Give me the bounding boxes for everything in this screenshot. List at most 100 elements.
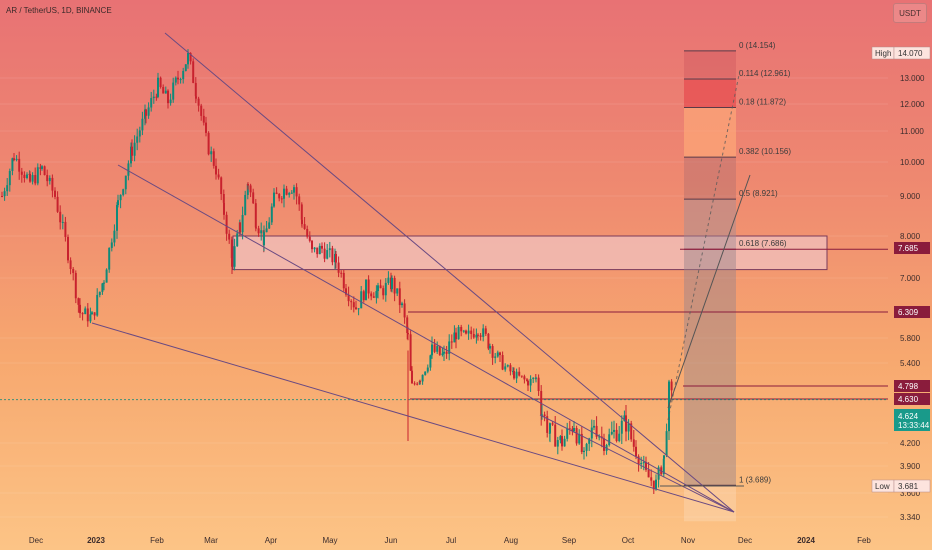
candle[interactable] [116,205,118,231]
candle[interactable] [11,158,14,171]
candle[interactable] [506,365,509,367]
candle[interactable] [520,375,523,377]
trend-line[interactable] [164,32,735,513]
candle[interactable] [239,222,241,233]
candle[interactable] [101,283,104,292]
candle[interactable] [455,332,457,340]
candle[interactable] [535,377,537,379]
candle[interactable] [61,221,64,223]
candle[interactable] [573,428,575,432]
candle[interactable] [244,194,247,216]
candle[interactable] [337,262,340,273]
candle[interactable] [652,480,655,490]
candle[interactable] [326,250,329,259]
candle[interactable] [192,61,195,83]
candle[interactable] [419,380,421,382]
candle[interactable] [665,431,668,456]
candle[interactable] [549,423,551,433]
candle[interactable] [663,455,665,459]
candle[interactable] [568,428,571,430]
candle[interactable] [252,192,255,204]
candle[interactable] [212,151,215,166]
candle[interactable] [662,458,665,475]
candle[interactable] [331,248,334,263]
candle[interactable] [450,341,453,343]
candle[interactable] [295,187,298,197]
candle[interactable] [74,272,77,299]
trend-line[interactable] [539,414,735,513]
candle[interactable] [357,308,360,310]
price-tag-box[interactable] [894,393,930,405]
candle[interactable] [426,367,429,372]
candle[interactable] [637,456,640,465]
candle[interactable] [189,53,192,62]
candle[interactable] [543,414,546,417]
candle[interactable] [93,312,96,316]
candle[interactable] [559,436,562,441]
candle[interactable] [20,171,23,175]
candle[interactable] [650,477,653,481]
candle[interactable] [655,479,657,490]
candle[interactable] [29,173,31,182]
candle[interactable] [157,77,159,97]
candle[interactable] [64,221,67,237]
candle[interactable] [131,146,133,156]
candle[interactable] [41,166,43,169]
candle[interactable] [202,115,205,123]
candle[interactable] [416,383,419,385]
candle[interactable] [174,77,177,83]
candle[interactable] [445,351,448,354]
candle[interactable] [571,428,574,432]
candle[interactable] [515,371,518,379]
candle[interactable] [155,96,158,98]
candle[interactable] [647,469,650,478]
candle[interactable] [625,415,627,432]
candle[interactable] [352,302,355,308]
candle[interactable] [523,376,526,380]
candle[interactable] [59,211,62,223]
candle[interactable] [367,279,370,294]
candle[interactable] [152,96,155,99]
candle[interactable] [345,288,347,295]
candle[interactable] [268,222,271,229]
candle[interactable] [110,242,113,248]
candle[interactable] [195,96,197,99]
candle[interactable] [391,277,393,290]
candle[interactable] [231,258,233,267]
candle[interactable] [103,282,105,284]
candle[interactable] [311,240,313,250]
candle[interactable] [223,202,225,215]
trend-line[interactable] [117,164,735,513]
candle[interactable] [81,313,84,315]
candle[interactable] [293,187,295,193]
candle[interactable] [26,174,28,178]
candle[interactable] [613,429,615,432]
candle[interactable] [270,206,273,223]
candle[interactable] [610,431,613,435]
candle[interactable] [260,230,263,234]
candle[interactable] [3,191,6,197]
candle[interactable] [470,330,473,335]
candle[interactable] [182,70,185,80]
candle[interactable] [491,346,494,358]
candle[interactable] [6,185,9,192]
candle[interactable] [635,446,637,457]
candle[interactable] [411,370,413,384]
candle[interactable] [233,246,236,267]
candle[interactable] [401,303,403,306]
candle[interactable] [313,247,316,250]
candle[interactable] [138,130,141,137]
candle[interactable] [526,379,528,381]
candle[interactable] [499,352,501,356]
candle[interactable] [86,308,89,322]
candle[interactable] [670,381,673,391]
candle[interactable] [403,303,406,318]
candle[interactable] [15,158,18,160]
candle[interactable] [96,294,99,316]
trend-line[interactable] [91,322,735,513]
candle[interactable] [122,189,125,195]
candle[interactable] [484,328,487,334]
candle[interactable] [255,227,257,229]
